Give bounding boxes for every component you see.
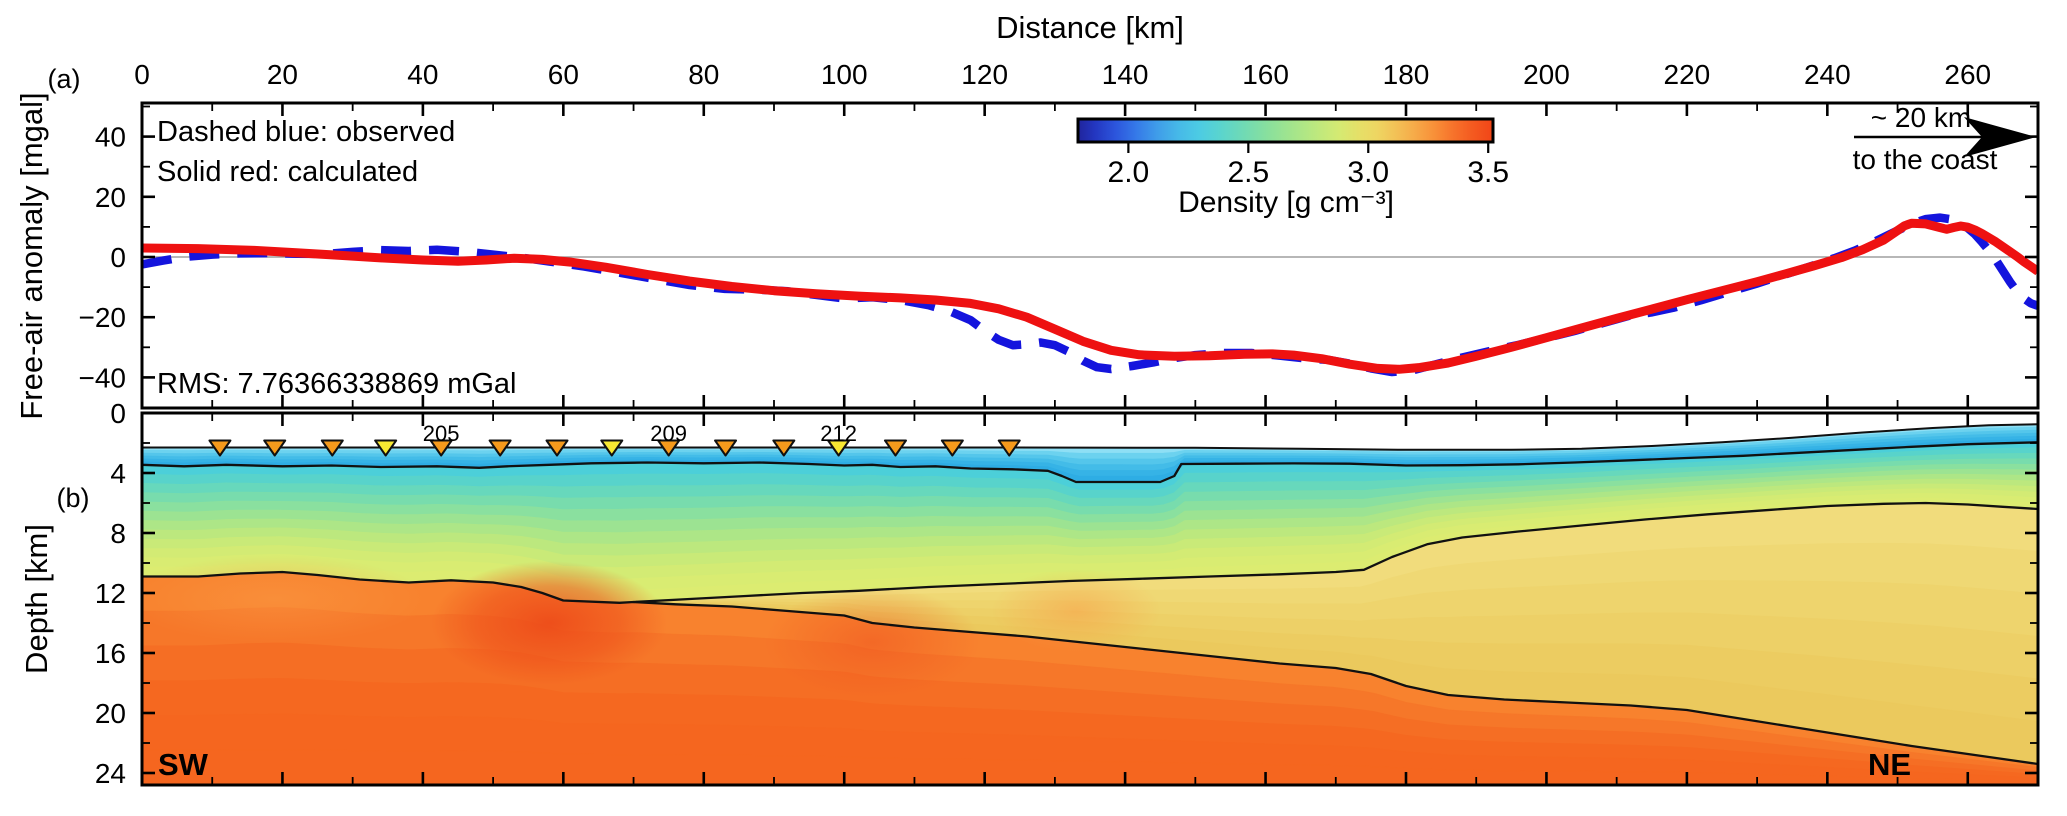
y-tick-label: −20 [79, 302, 127, 333]
obs-station-triangle [827, 439, 851, 457]
x-tick-label: 160 [1242, 59, 1289, 90]
x-tick-label: 140 [1102, 59, 1149, 90]
obs-station-triangle [208, 439, 232, 457]
y-tick-label: 40 [95, 122, 126, 153]
y-tick-label: 12 [95, 578, 126, 609]
high-density-patch [431, 561, 668, 685]
obs-station-triangle [883, 439, 907, 457]
light-density-patch [990, 569, 1161, 653]
x-tick-label: 260 [1944, 59, 1991, 90]
y-tick-label: 4 [110, 458, 126, 489]
y-tick-label: 24 [95, 758, 126, 789]
obs-station-triangle [488, 439, 512, 457]
density-colorbar [1076, 117, 1495, 144]
x-tick-label: 120 [961, 59, 1008, 90]
y-tick-label: 8 [110, 518, 126, 549]
y-tick-label: 20 [95, 182, 126, 213]
obs-station-triangle [374, 439, 398, 457]
obs-station-triangle [714, 439, 738, 457]
obs-station-triangle [545, 439, 569, 457]
obs-station-number: 209 [650, 421, 687, 446]
coast-arrow-head [1964, 117, 2036, 157]
obs-station-number: 205 [423, 421, 460, 446]
obs-station-triangle [997, 439, 1021, 457]
coast-arrow-label-bottom: to the coast [1853, 144, 1998, 175]
x-tick-label: 20 [267, 59, 298, 90]
obs-station-triangle [320, 439, 344, 457]
sw-corner-label: SW [158, 747, 209, 782]
observed-anomaly-curve [142, 213, 2038, 377]
panel-b-tag: (b) [57, 483, 90, 513]
y-tick-label: 20 [95, 698, 126, 729]
obs-station-number: 212 [820, 421, 857, 446]
colorbar-title: Density [g cm⁻³] [1178, 186, 1394, 219]
x-tick-label: 180 [1383, 59, 1430, 90]
x-tick-label: 80 [688, 59, 719, 90]
y-tick-label: 0 [110, 242, 126, 273]
obs-station-triangle [263, 439, 287, 457]
seafloor-line [142, 441, 2038, 484]
rms-annotation: RMS: 7.76366338869 mGal [157, 368, 517, 400]
obs-station-triangle [600, 439, 624, 457]
lower-crust-top-line [633, 501, 2038, 604]
y-tick-label: 16 [95, 638, 126, 669]
x-tick-label: 40 [407, 59, 438, 90]
obs-station-triangle [429, 439, 453, 457]
colorbar-tick-label: 3.5 [1467, 156, 1509, 189]
colorbar-tick-label: 2.0 [1108, 156, 1150, 189]
y-tick-label: 0 [110, 398, 126, 429]
panel-b-frame [140, 411, 2040, 787]
x-tick-label: 100 [821, 59, 868, 90]
x-tick-label: 60 [548, 59, 579, 90]
legend-observed-note: Dashed blue: observed [157, 116, 455, 148]
coast-arrow-label-top: ~ 20 km [1871, 102, 1971, 133]
mantle-layer-band [142, 748, 2038, 785]
panel-b-ylabel: Depth [km] [19, 524, 54, 674]
colorbar-tick-label: 3.0 [1347, 156, 1389, 189]
top-axis-title: Distance [km] [996, 10, 1184, 45]
obs-station-triangle [657, 439, 681, 457]
medium-density-patch [764, 586, 981, 699]
colorbar-tick-label: 2.5 [1227, 156, 1269, 189]
obs-station-triangle [772, 439, 796, 457]
x-tick-label: 0 [134, 59, 150, 90]
panel-a-tag: (a) [48, 64, 81, 94]
panel-b-section: 205 209 212 [142, 421, 2038, 785]
panel-a-frame [140, 101, 2040, 410]
x-tick-label: 220 [1664, 59, 1711, 90]
x-tick-label: 240 [1804, 59, 1851, 90]
static-labels: Distance [km] (a) (b) Free-air anomaly [… [14, 10, 1998, 782]
moho-line [142, 570, 2038, 766]
ne-corner-label: NE [1868, 747, 1911, 782]
panel-a-plot [142, 213, 2038, 377]
legend-calculated-note: Solid red: calculated [157, 156, 418, 188]
panel-a-ylabel: Free-air anomaly [mgal] [14, 92, 49, 419]
x-tick-label: 200 [1523, 59, 1570, 90]
obs-station-triangle [940, 439, 964, 457]
light-density-patch [142, 555, 428, 643]
y-tick-label: −40 [79, 362, 127, 393]
calculated-anomaly-curve [142, 218, 2038, 374]
